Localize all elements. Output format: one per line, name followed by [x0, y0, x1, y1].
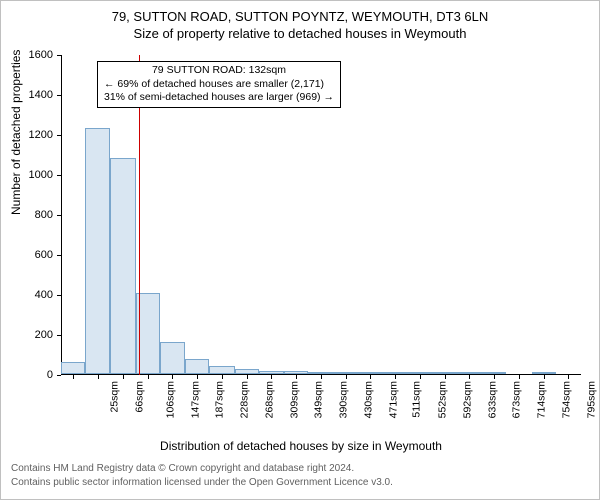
x-tick-label: 187sqm — [214, 381, 226, 418]
x-tick-mark — [296, 375, 297, 379]
chart-title-line1: 79, SUTTON ROAD, SUTTON POYNTZ, WEYMOUTH… — [1, 1, 599, 24]
x-tick-label: 754sqm — [560, 381, 572, 418]
x-tick-mark — [148, 375, 149, 379]
x-tick-mark — [98, 375, 99, 379]
y-tick-mark — [57, 175, 61, 176]
y-tick-label: 0 — [47, 369, 53, 381]
x-tick-mark — [370, 375, 371, 379]
x-tick-mark — [222, 375, 223, 379]
x-tick-mark — [123, 375, 124, 379]
histogram-bar — [482, 372, 506, 374]
x-tick-label: 430sqm — [362, 381, 374, 418]
histogram-bar — [110, 158, 135, 374]
x-tick-mark — [321, 375, 322, 379]
x-tick-mark — [346, 375, 347, 379]
x-tick-mark — [73, 375, 74, 379]
histogram-bar — [308, 372, 333, 374]
y-tick-mark — [57, 215, 61, 216]
y-tick-label: 1400 — [29, 89, 53, 101]
annotation-line2: ← 69% of detached houses are smaller (2,… — [104, 78, 334, 92]
y-tick-mark — [57, 95, 61, 96]
histogram-bar — [209, 366, 234, 374]
x-tick-mark — [271, 375, 272, 379]
x-tick-label: 66sqm — [134, 381, 146, 413]
y-tick-mark — [57, 255, 61, 256]
x-tick-mark — [544, 375, 545, 379]
x-tick-label: 714sqm — [536, 381, 548, 418]
x-tick-mark — [247, 375, 248, 379]
x-tick-label: 106sqm — [164, 381, 176, 418]
histogram-bar — [185, 359, 209, 374]
chart-container: 79, SUTTON ROAD, SUTTON POYNTZ, WEYMOUTH… — [0, 0, 600, 500]
x-tick-label: 390sqm — [338, 381, 350, 418]
x-tick-label: 471sqm — [387, 381, 399, 418]
footnote-line2: Contains public sector information licen… — [11, 477, 393, 488]
x-tick-label: 25sqm — [109, 381, 121, 413]
y-tick-label: 1200 — [29, 129, 53, 141]
histogram-bar — [457, 372, 482, 374]
annotation-line1: 79 SUTTON ROAD: 132sqm — [104, 64, 334, 78]
histogram-bar — [160, 342, 185, 374]
y-axis — [61, 55, 62, 375]
histogram-bar — [433, 372, 457, 374]
x-tick-mark — [445, 375, 446, 379]
histogram-bar — [334, 372, 358, 374]
x-tick-mark — [420, 375, 421, 379]
x-tick-mark — [172, 375, 173, 379]
histogram-bar — [383, 372, 407, 374]
y-tick-mark — [57, 55, 61, 56]
y-tick-label: 600 — [35, 249, 53, 261]
y-tick-label: 400 — [35, 289, 53, 301]
x-tick-mark — [494, 375, 495, 379]
x-tick-mark — [197, 375, 198, 379]
annotation-box: 79 SUTTON ROAD: 132sqm ← 69% of detached… — [97, 61, 341, 108]
x-tick-label: 147sqm — [189, 381, 201, 418]
histogram-bar — [532, 372, 556, 374]
x-tick-label: 673sqm — [511, 381, 523, 418]
x-tick-label: 592sqm — [461, 381, 473, 418]
x-tick-label: 633sqm — [486, 381, 498, 418]
y-tick-label: 200 — [35, 329, 53, 341]
x-tick-label: 268sqm — [263, 381, 275, 418]
annotation-line3: 31% of semi-detached houses are larger (… — [104, 91, 334, 105]
histogram-bar — [407, 372, 432, 374]
x-tick-label: 309sqm — [288, 381, 300, 418]
y-tick-label: 800 — [35, 209, 53, 221]
x-axis-label: Distribution of detached houses by size … — [1, 439, 600, 453]
x-tick-mark — [568, 375, 569, 379]
y-tick-mark — [57, 295, 61, 296]
y-tick-label: 1600 — [29, 49, 53, 61]
histogram-bar — [259, 371, 284, 374]
x-tick-label: 552sqm — [437, 381, 449, 418]
y-axis-label: Number of detached properties — [9, 50, 23, 215]
y-tick-mark — [57, 335, 61, 336]
x-tick-mark — [519, 375, 520, 379]
histogram-bar — [235, 369, 259, 374]
x-tick-mark — [395, 375, 396, 379]
y-tick-mark — [57, 375, 61, 376]
y-tick-mark — [57, 135, 61, 136]
footnote-line1: Contains HM Land Registry data © Crown c… — [11, 463, 354, 474]
histogram-bar — [85, 128, 110, 374]
x-tick-label: 228sqm — [239, 381, 251, 418]
histogram-bar — [358, 372, 383, 374]
histogram-bar — [284, 371, 308, 374]
chart-title-line2: Size of property relative to detached ho… — [1, 24, 599, 41]
y-tick-label: 1000 — [29, 169, 53, 181]
x-tick-label: 349sqm — [313, 381, 325, 418]
histogram-bar — [61, 362, 85, 374]
x-tick-label: 511sqm — [411, 381, 423, 418]
x-tick-label: 795sqm — [585, 381, 597, 418]
x-tick-mark — [469, 375, 470, 379]
